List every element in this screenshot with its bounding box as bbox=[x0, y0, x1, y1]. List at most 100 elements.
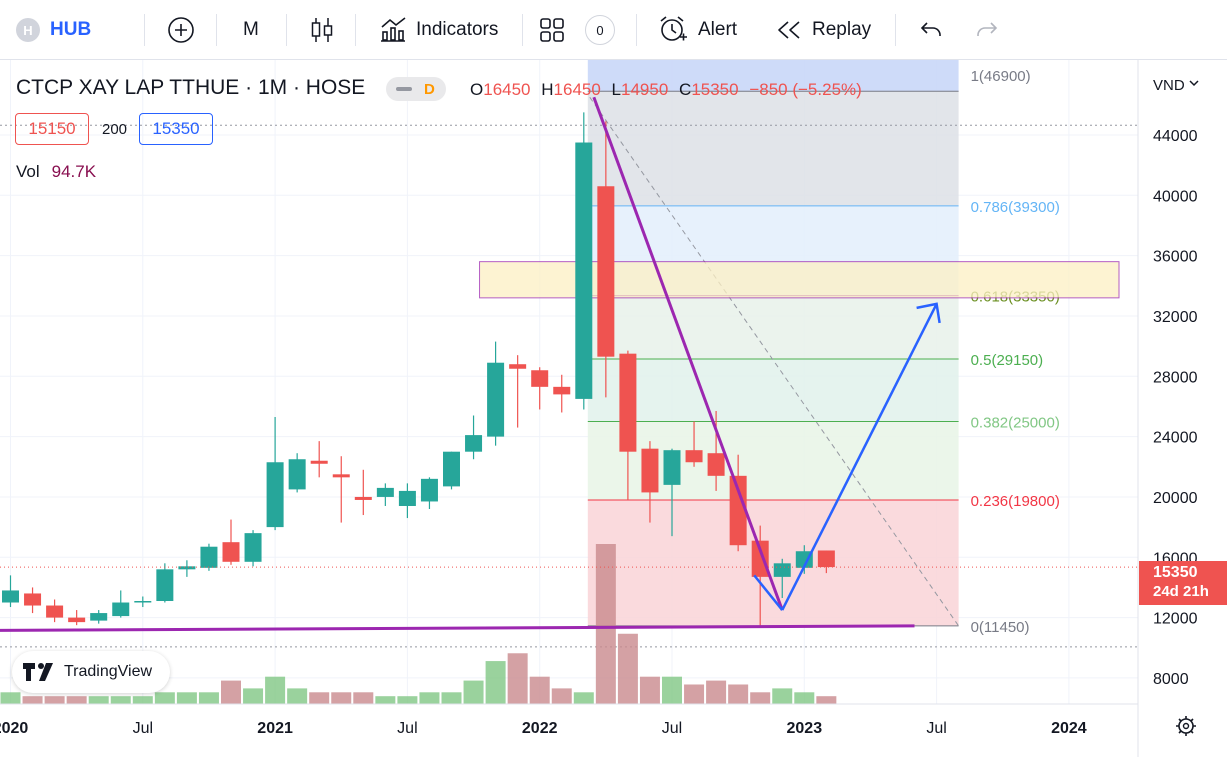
volume-bar bbox=[529, 676, 550, 704]
compare-symbol-button[interactable] bbox=[166, 0, 196, 60]
candle bbox=[46, 599, 64, 623]
delayed-data-badge: D bbox=[424, 80, 435, 98]
price-tick-label: 40000 bbox=[1153, 188, 1198, 205]
price-tick-label: 32000 bbox=[1153, 309, 1198, 326]
layouts-count-button[interactable]: 0 bbox=[585, 0, 615, 60]
minus-icon bbox=[396, 87, 412, 91]
redo-button[interactable] bbox=[974, 0, 1000, 60]
currency-label[interactable]: VND bbox=[1153, 77, 1185, 94]
data-status-badge[interactable]: D bbox=[386, 77, 446, 101]
downtrend-line bbox=[592, 96, 784, 611]
candle bbox=[641, 441, 659, 523]
candle-body bbox=[200, 546, 218, 568]
candle bbox=[134, 596, 152, 608]
candlestick-series bbox=[2, 112, 835, 627]
symbol-name: HUB bbox=[50, 19, 92, 40]
fib-band bbox=[587, 358, 959, 422]
price-tick-label: 36000 bbox=[1153, 249, 1198, 266]
indicators-label: Indicators bbox=[416, 19, 499, 40]
candle-body bbox=[398, 490, 416, 506]
replay-button[interactable]: Replay bbox=[776, 0, 871, 60]
time-axis[interactable]: 2020 Jul 2021 Jul 2022 Jul 2023 Jul 2024 bbox=[0, 720, 1087, 737]
alarm-clock-icon bbox=[660, 16, 687, 41]
chart-title: CTCP XAY LAP TTHUE · 1M · HOSE bbox=[16, 76, 366, 99]
fib-level-label: 0.236(19800) bbox=[971, 493, 1060, 510]
time-tick-label: Jul bbox=[133, 720, 153, 737]
toolbar-divider bbox=[355, 14, 356, 46]
volume-bar bbox=[243, 688, 264, 704]
volume-bar bbox=[265, 676, 286, 704]
chart-type-button[interactable] bbox=[309, 0, 335, 60]
candle bbox=[244, 530, 262, 567]
candle-body bbox=[553, 386, 571, 395]
volume-bar bbox=[816, 696, 837, 704]
volume-label: Vol bbox=[16, 162, 40, 181]
last-price: 15350 bbox=[1153, 564, 1198, 581]
open-label: O bbox=[470, 80, 484, 99]
fib-band-extension bbox=[587, 60, 959, 92]
candle bbox=[288, 453, 306, 493]
fib-level-label: 0.382(25000) bbox=[971, 415, 1060, 432]
volume-bar bbox=[110, 696, 131, 704]
candle bbox=[200, 543, 218, 571]
candle-body bbox=[729, 475, 747, 546]
sell-button[interactable]: 15150 bbox=[15, 113, 89, 145]
volume-legend: Vol 94.7K bbox=[16, 162, 96, 182]
candle bbox=[531, 367, 549, 410]
volume-bar bbox=[617, 633, 638, 704]
buy-button[interactable]: 15350 bbox=[139, 113, 213, 145]
candle-body bbox=[817, 550, 835, 568]
price-tick-label: 8000 bbox=[1153, 671, 1189, 688]
candle bbox=[773, 558, 791, 598]
layout-templates-button[interactable] bbox=[538, 0, 566, 60]
candle bbox=[685, 421, 703, 467]
indicators-button[interactable]: Indicators bbox=[378, 0, 498, 60]
gear-icon[interactable] bbox=[1176, 716, 1196, 736]
symbol-search-button[interactable]: H HUB bbox=[16, 0, 91, 60]
candle-body bbox=[24, 593, 42, 606]
toolbar-divider bbox=[636, 14, 637, 46]
bar-countdown: 24d 21h bbox=[1153, 583, 1209, 600]
time-tick-label: Jul bbox=[397, 720, 417, 737]
interval-button[interactable]: M bbox=[243, 0, 259, 60]
candle bbox=[178, 560, 196, 577]
candle bbox=[222, 519, 240, 565]
spread-value: 200 bbox=[102, 121, 128, 138]
candle bbox=[24, 587, 42, 614]
alert-button[interactable]: Alert bbox=[658, 0, 737, 60]
volume-bar bbox=[706, 680, 727, 704]
tradingview-logo[interactable]: TradingView bbox=[12, 651, 170, 693]
volume-bar bbox=[507, 653, 528, 704]
time-tick-label: 2021 bbox=[257, 720, 293, 737]
candle-body bbox=[376, 487, 394, 497]
candle-body bbox=[156, 569, 174, 602]
close-value: 15350 bbox=[691, 80, 739, 99]
fib-level-label: 0.5(29150) bbox=[971, 352, 1044, 369]
time-tick-label: 2024 bbox=[1051, 720, 1087, 737]
drawings[interactable] bbox=[0, 96, 1138, 632]
alert-label: Alert bbox=[698, 19, 738, 40]
volume-bar bbox=[750, 692, 771, 704]
candle-body bbox=[531, 370, 549, 387]
candle-body bbox=[751, 540, 769, 577]
candle-body bbox=[222, 542, 240, 562]
top-toolbar: H HUB M Indicators 0 Alert Replay bbox=[0, 0, 1227, 60]
volume-bar bbox=[595, 544, 616, 704]
fib-level-label: 0(11450) bbox=[971, 619, 1030, 636]
candle bbox=[817, 550, 835, 574]
volume-bar bbox=[44, 696, 65, 704]
fib-level-label: 0.786(39300) bbox=[971, 199, 1060, 216]
undo-button[interactable] bbox=[918, 0, 944, 60]
replay-label: Replay bbox=[812, 19, 872, 40]
projection-arrowhead bbox=[916, 302, 941, 324]
volume-bar bbox=[794, 692, 815, 704]
candle-body bbox=[178, 566, 196, 570]
candle bbox=[2, 575, 19, 608]
chart-canvas[interactable]: 1(46900)0.786(39300)0.618(33350)0.5(2915… bbox=[0, 60, 1227, 757]
fib-band bbox=[587, 295, 959, 359]
candle bbox=[112, 590, 130, 618]
candle bbox=[751, 525, 769, 627]
tradingview-label: TradingView bbox=[64, 663, 153, 680]
candle-body bbox=[773, 563, 791, 577]
volume-bar bbox=[22, 696, 43, 704]
